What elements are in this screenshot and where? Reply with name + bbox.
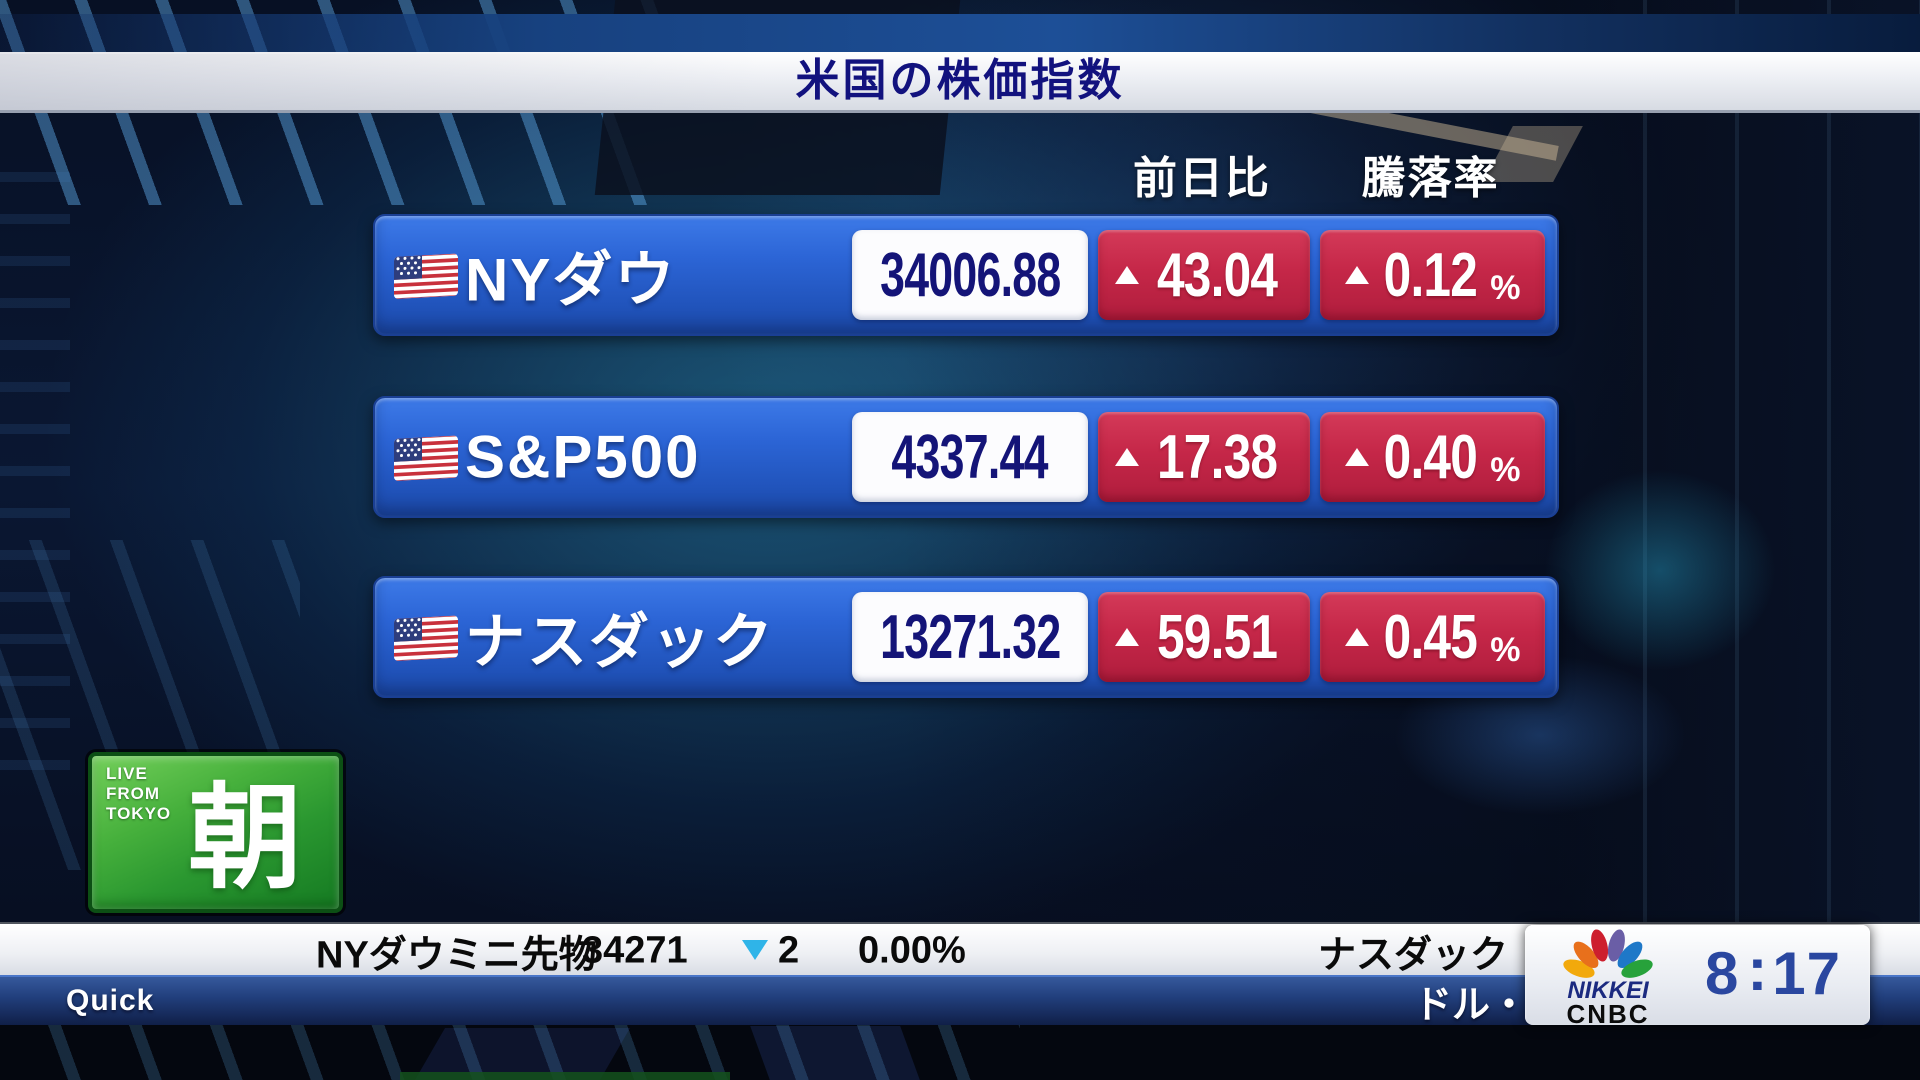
index-pct-box: 0.45 % [1320, 592, 1545, 682]
live-badge: LIVE FROM TOKYO 朝 [88, 752, 343, 913]
header-change: 前日比 [1133, 154, 1271, 203]
clock-hour: 8 [1704, 940, 1740, 1008]
index-value: 34006.88 [879, 240, 1061, 310]
clock-colon: : [1747, 936, 1769, 1004]
live-line: FROM [106, 784, 161, 803]
up-triangle-icon [1344, 628, 1369, 646]
nikkei-logo-text: NIKKEI [1567, 977, 1649, 1004]
up-triangle-icon [1344, 266, 1369, 284]
index-name: ナスダック [465, 608, 775, 676]
index-row-nydow: NYダウ 34006.88 43.04 0.12 % [373, 214, 1559, 336]
page-title: 米国の株価指数 [795, 56, 1125, 105]
index-pct: 0.12 [1383, 240, 1477, 310]
index-value-box: 13271.32 [852, 592, 1088, 682]
scrolling-text: ドル・ [1414, 984, 1529, 1027]
index-value-box: 34006.88 [852, 230, 1088, 320]
index-change-box: 43.04 [1098, 230, 1310, 320]
live-line: TOKYO [106, 804, 172, 823]
index-pct: 0.40 [1383, 422, 1477, 492]
index-change: 59.51 [1157, 602, 1278, 672]
cnbc-logo-text: CNBC [1566, 999, 1650, 1029]
percent-sign: % [1490, 631, 1521, 669]
us-flag-icon [394, 253, 458, 299]
station-clock-box: NIKKEI CNBC 8:17 [1525, 925, 1870, 1029]
up-triangle-icon [1115, 448, 1140, 466]
background-glow [1545, 470, 1775, 670]
index-change: 43.04 [1157, 240, 1278, 310]
quick-logo: Quick [66, 984, 155, 1017]
live-from-tokyo-label: LIVE FROM TOKYO [106, 764, 171, 824]
ticker-pct: 0.00% [858, 929, 966, 971]
index-change-box: 17.38 [1098, 412, 1310, 502]
us-flag-icon [394, 615, 458, 661]
up-triangle-icon [1115, 266, 1140, 284]
index-value: 4337.44 [891, 422, 1049, 492]
ticker-change: 2 [778, 929, 800, 971]
clock-minute: 17 [1772, 940, 1842, 1008]
clock: 8:17 [1683, 936, 1863, 1008]
index-name: S&P500 [465, 423, 701, 491]
background-bottom [0, 1023, 1920, 1080]
header-pct: 騰落率 [1361, 154, 1500, 203]
index-pct-box: 0.40 % [1320, 412, 1545, 502]
ticker-value: 34271 [582, 929, 688, 971]
index-value: 13271.32 [879, 602, 1061, 672]
index-value-box: 4337.44 [852, 412, 1088, 502]
percent-sign: % [1490, 269, 1521, 307]
background-slats [0, 150, 70, 770]
us-flag-icon [394, 435, 458, 481]
index-pct: 0.45 [1383, 602, 1477, 672]
index-change: 17.38 [1157, 422, 1278, 492]
background-green-strip [400, 1072, 730, 1080]
peacock-icon [1563, 929, 1653, 978]
index-name: NYダウ [465, 246, 677, 314]
column-headers: 前日比 騰落率 [0, 142, 1920, 203]
percent-sign: % [1490, 451, 1521, 489]
index-row-nasdaq: ナスダック 13271.32 59.51 0.45 % [373, 576, 1559, 698]
index-row-sp500: S&P500 4337.44 17.38 0.40 % [373, 396, 1559, 518]
top-navy-band [0, 14, 1920, 52]
live-line: LIVE [106, 764, 148, 783]
index-pct-box: 0.12 % [1320, 230, 1545, 320]
ticker-label: NYダウミニ先物 [316, 934, 597, 976]
program-kanji: 朝 [188, 775, 303, 903]
down-triangle-icon [742, 940, 768, 960]
background-right-panel [1555, 0, 1920, 1080]
ticker-next-label: ナスダック [1318, 934, 1509, 976]
index-change-box: 59.51 [1098, 592, 1310, 682]
title-bar: 米国の株価指数 [0, 52, 1920, 113]
up-triangle-icon [1344, 448, 1369, 466]
up-triangle-icon [1115, 628, 1140, 646]
